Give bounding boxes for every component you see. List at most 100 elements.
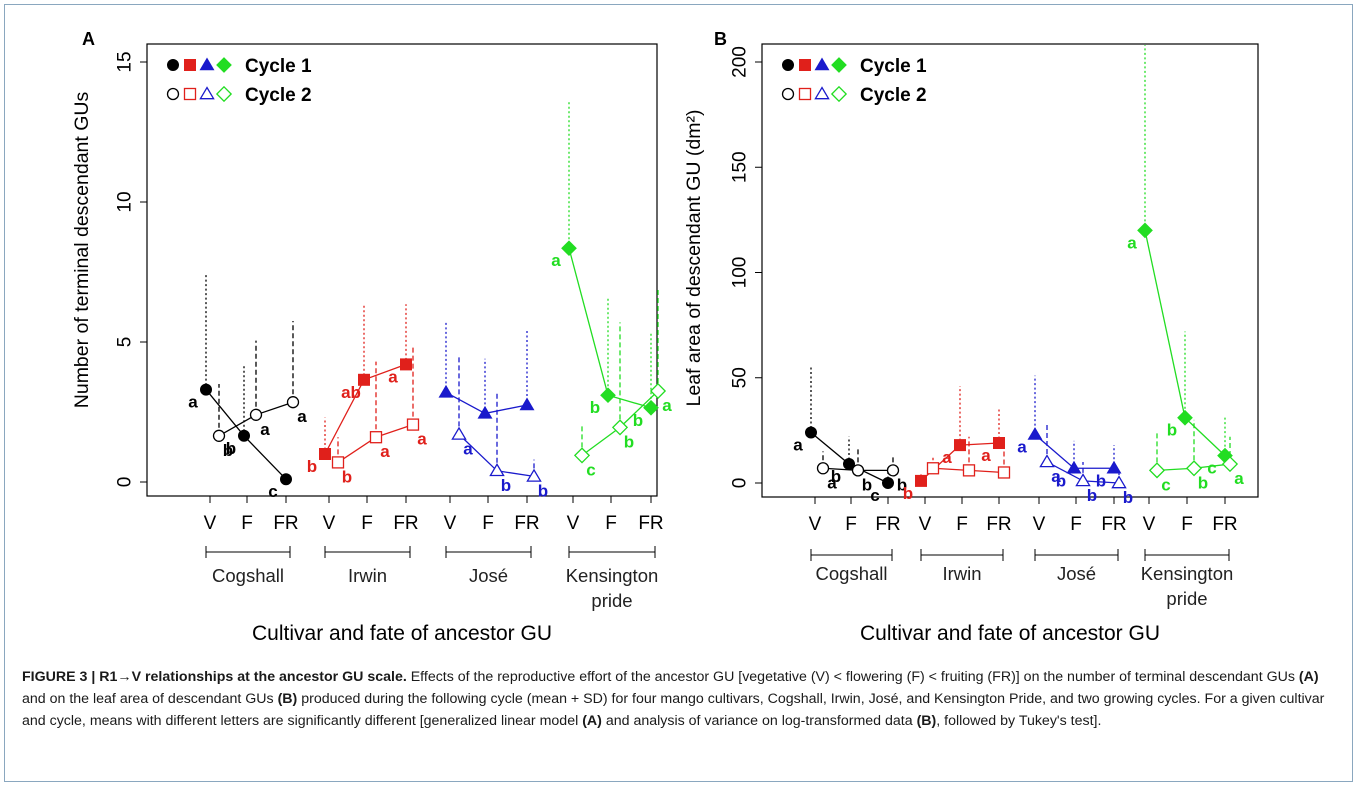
panel-b-jose-cycle2-letter: a bbox=[1051, 467, 1061, 486]
panel-a-xtick-label: FR bbox=[393, 513, 418, 534]
panel-b-ylabel: Leaf area of descendant GU (dm²) bbox=[683, 110, 705, 407]
panel-a-cogshall-cycle1-letter: c bbox=[268, 482, 277, 501]
panel-a-kensington-pride-cycle1-letter: a bbox=[551, 251, 561, 270]
panel-a-jose-cycle1-point bbox=[519, 397, 535, 411]
panel-b-kensington-pride-cycle1-letter: a bbox=[1127, 233, 1137, 252]
panel-a-jose-cycle1-point bbox=[438, 384, 454, 398]
panel-a-cogshall-cycle1-letter: b bbox=[226, 439, 236, 458]
panel-a-ytick-label: 5 bbox=[115, 337, 136, 348]
panel-b-legend-entry-1: Cycle 1 bbox=[860, 56, 927, 77]
panel-a-jose-cycle2-letter: b bbox=[538, 481, 548, 500]
panel-a-legend-marker bbox=[183, 87, 197, 101]
panel-b-irwin-cycle1-letter: b bbox=[903, 484, 913, 503]
panel-b-cogshall-cycle1-letter: a bbox=[793, 435, 803, 454]
caption-text-4: and analysis of variance on log-transfor… bbox=[601, 713, 917, 729]
panel-a-legend-entry-1: Cycle 1 bbox=[245, 56, 312, 77]
panel-b-ytick-label: 100 bbox=[730, 257, 751, 289]
caption-ref-b2: (B) bbox=[916, 713, 937, 729]
panel-b-cogshall-cycle2-letter: a bbox=[827, 473, 837, 492]
panel-b-plot-frame bbox=[761, 43, 1259, 498]
panel-b-irwin-cycle1-letter: a bbox=[981, 446, 991, 465]
panel-a-kensington-pride-cycle2-letter: a bbox=[662, 396, 672, 415]
panel-b-irwin-cycle1-point bbox=[915, 474, 927, 487]
panel-b-legend-marker bbox=[781, 87, 795, 101]
panel-b-legend-entry-2: Cycle 2 bbox=[860, 85, 927, 106]
panel-a-jose-cycle1-point bbox=[477, 405, 493, 419]
panel-b-kensington-pride-cycle2-point bbox=[1221, 455, 1239, 473]
panel-a-legend-marker bbox=[216, 57, 232, 73]
panel-a-kensington-pride-cycle2-point bbox=[611, 419, 629, 436]
panel-b-jose-cycle2-letter: b bbox=[1087, 486, 1097, 505]
panel-a-legend-marker bbox=[215, 85, 233, 103]
panel-a-legend-entry-2: Cycle 2 bbox=[245, 85, 312, 106]
panel-b-jose-cycle2-point bbox=[1075, 473, 1091, 487]
charts-canvas: 0 5 10 15 Number of terminal descendant GUs A… bbox=[71, 29, 1259, 645]
panel-a-group-label-jose: José bbox=[469, 565, 508, 586]
panel-b-jose-cycle1-point bbox=[1027, 427, 1043, 440]
caption-text-1: Effects of the reproductive effort of th… bbox=[406, 669, 1299, 685]
panel-a-xtick-label: V bbox=[204, 513, 217, 534]
panel-b-cogshall-cycle1-letter: b bbox=[831, 467, 841, 486]
panel-a-kensington-pride-cycle1-letter: b bbox=[633, 411, 643, 430]
panel-b-xtick-label: F bbox=[845, 514, 857, 535]
panel-b-irwin-cycle1-point bbox=[954, 439, 966, 452]
panel-b-xtick-label: F bbox=[1181, 514, 1193, 535]
panel-b-group-label-kensington-pride: Kensington bbox=[1141, 563, 1234, 584]
panel-a-cogshall-cycle1-letter: a bbox=[188, 393, 198, 412]
panel-a-legend-marker bbox=[199, 57, 215, 71]
panel-a-irwin-cycle1-point bbox=[358, 373, 370, 386]
figure-caption: FIGURE 3 | R1→V relationships at the anc… bbox=[22, 666, 1332, 732]
panel-a-irwin-cycle2-point bbox=[331, 456, 345, 469]
caption-ref-a2: (A) bbox=[582, 713, 602, 729]
panel-b-legend-marker bbox=[799, 59, 811, 71]
panel-b-group-label-cogshall: Cogshall bbox=[816, 563, 888, 584]
panel-a-cogshall-cycle2-letter: b bbox=[223, 441, 233, 460]
caption-text-2: and on the leaf area of descendant GUs bbox=[22, 691, 278, 707]
panel-a-xtick-label: V bbox=[567, 513, 580, 534]
panel-b-legend-marker bbox=[831, 57, 847, 73]
panel-a-cogshall-cycle1-point bbox=[238, 429, 250, 442]
panel-a-irwin-cycle1-point bbox=[400, 358, 412, 371]
panel-b-jose-cycle1-letter: b bbox=[1096, 471, 1106, 490]
panel-a-kensington-pride-cycle2-point bbox=[573, 447, 591, 464]
panel-a-irwin-cycle1-letter: ab bbox=[341, 383, 361, 402]
panel-b-irwin-cycle2-point bbox=[962, 464, 976, 477]
panel-a-ytick-label: 10 bbox=[115, 191, 136, 212]
panel-b-cogshall-cycle2-point bbox=[816, 462, 830, 475]
panel-b-ytick-label: 50 bbox=[730, 367, 751, 388]
panel-b-xtick-label: V bbox=[809, 514, 822, 535]
panel-a-xtick-label: F bbox=[605, 513, 617, 534]
panel-b-kensington-pride-cycle1-point bbox=[1177, 409, 1193, 426]
panel-b-irwin-cycle2-point bbox=[997, 466, 1011, 479]
panel-a-xtick-label: FR bbox=[638, 513, 663, 534]
panel-b-jose-cycle2-point bbox=[1039, 454, 1055, 468]
panel-b-group-label-kensington-pride: pride bbox=[1166, 588, 1207, 609]
panel-a-group-label-cogshall: Cogshall bbox=[212, 565, 284, 586]
panel-a-legend-marker bbox=[167, 59, 179, 71]
panel-b-jose-cycle2-letter: b bbox=[1123, 488, 1133, 507]
panel-a-legend-marker bbox=[199, 86, 215, 100]
panel-b-jose-cycle1-letter: a bbox=[1017, 438, 1027, 457]
panel-a-cogshall-cycle2-point bbox=[249, 408, 263, 421]
panel-b-irwin-cycle1-letter: a bbox=[942, 448, 952, 467]
panel-a-cogshall-cycle1-point bbox=[200, 383, 212, 396]
figure-frame bbox=[4, 4, 1353, 782]
panel-a-irwin-cycle1-letter: b bbox=[307, 457, 317, 476]
panel-b-kensington-pride-cycle1-letter: c bbox=[1207, 459, 1216, 478]
panel-b-group-label-jose: José bbox=[1057, 563, 1096, 584]
panel-a-kensington-pride-cycle2-point bbox=[649, 382, 667, 400]
panel-b-jose-cycle2-point bbox=[1111, 475, 1127, 489]
panel-a-group-label-irwin: Irwin bbox=[348, 565, 387, 586]
panel-a-cogshall-cycle2-letter: a bbox=[260, 420, 270, 439]
panel-a-cogshall-cycle2-letter: a bbox=[297, 407, 307, 426]
panel-a-xlabel: Cultivar and fate of ancestor GU bbox=[252, 622, 552, 645]
panel-a-kensington-pride-cycle1-point bbox=[561, 240, 577, 257]
panel-a-irwin-cycle2-letter: b bbox=[342, 467, 352, 486]
panel-b-xtick-label: F bbox=[956, 514, 968, 535]
panel-a-plot-frame bbox=[146, 43, 658, 497]
panel-b-xtick-label: F bbox=[1070, 514, 1082, 535]
panel-b-ytick-label: 0 bbox=[730, 478, 751, 489]
panel-a-xtick-label: F bbox=[361, 513, 373, 534]
panel-a-jose-cycle2-point bbox=[526, 468, 542, 482]
panel-b-kensington-pride-cycle2-letter: c bbox=[1161, 475, 1170, 494]
